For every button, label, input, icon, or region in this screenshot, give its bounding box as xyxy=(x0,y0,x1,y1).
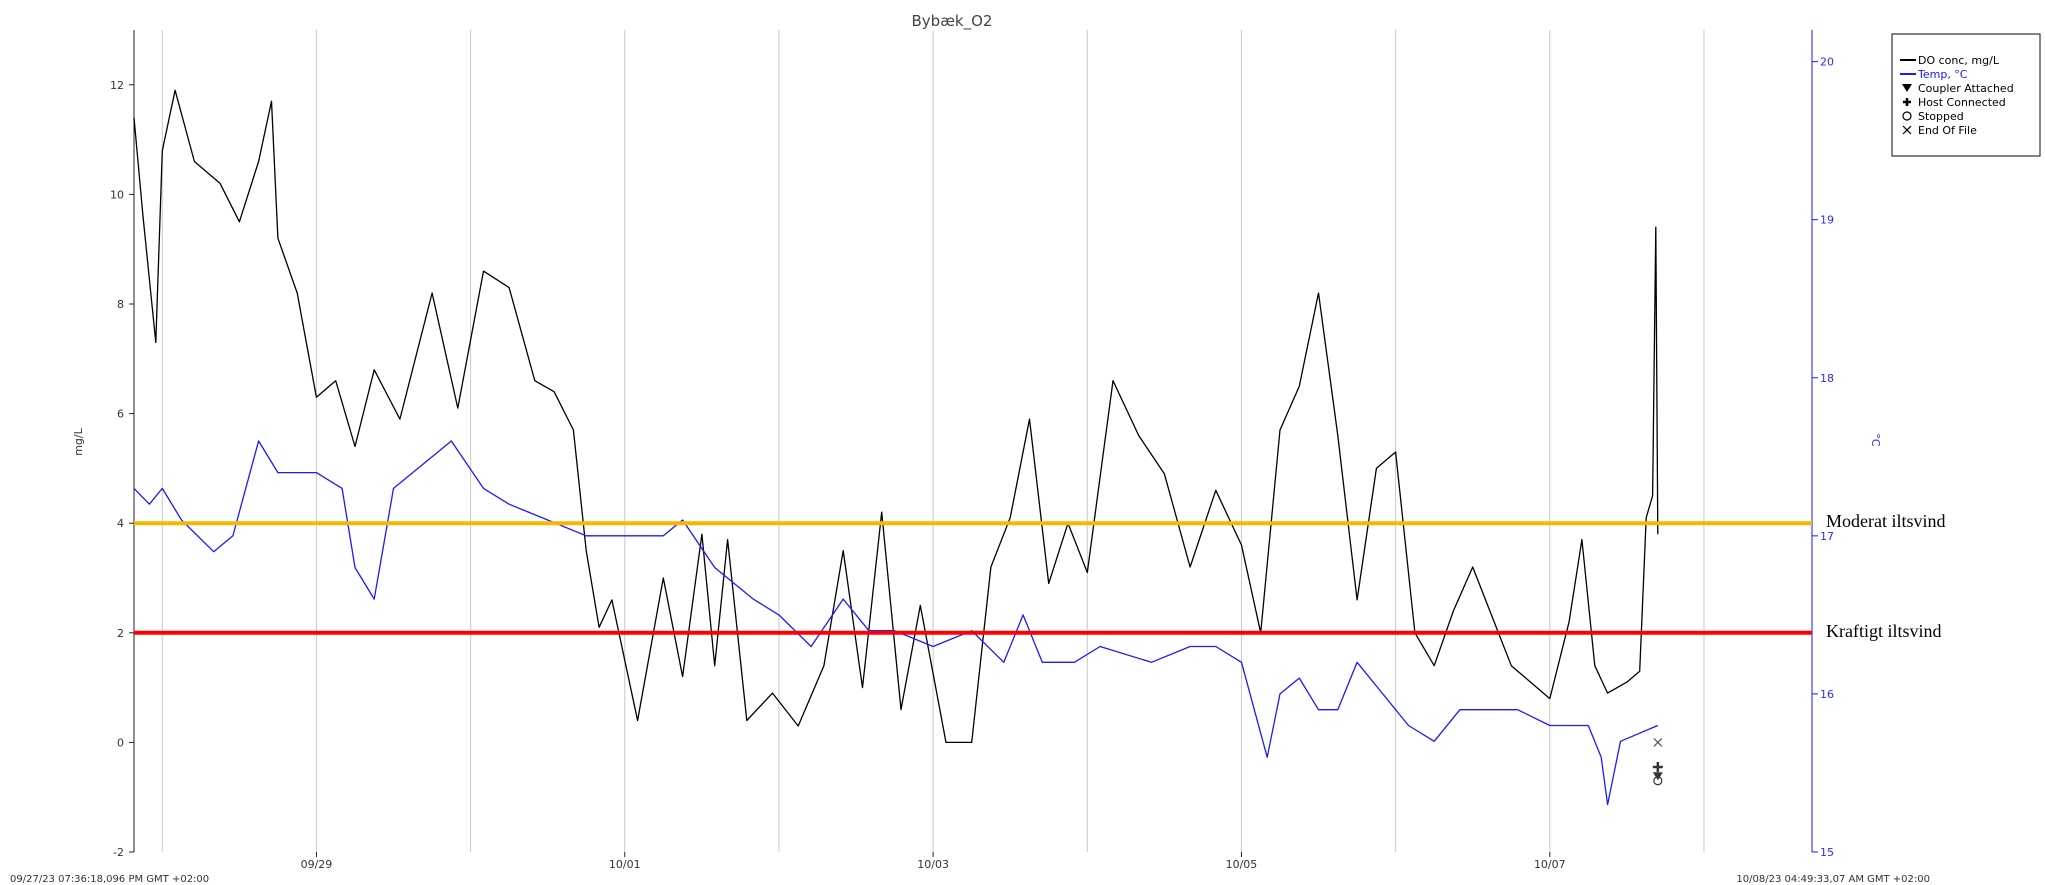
legend-temp-label: Temp, °C xyxy=(1917,68,1968,81)
legend-host-label: Host Connected xyxy=(1918,96,2006,109)
y-tick-label: 6 xyxy=(117,408,124,421)
x-tick-label: 10/03 xyxy=(917,858,949,871)
stopped-marker xyxy=(1653,776,1663,786)
end-of-file-marker xyxy=(1653,737,1663,747)
y-tick-label: 2 xyxy=(117,627,124,640)
y-tick-label: 4 xyxy=(117,517,124,530)
legend-coupler-label: Coupler Attached xyxy=(1918,82,2014,95)
y-tick-label: 10 xyxy=(110,188,124,201)
y2-tick-label: 19 xyxy=(1820,214,1834,227)
axes-layer xyxy=(133,30,1813,852)
grid-layer xyxy=(161,30,1705,852)
legend-coupler-icon xyxy=(1902,84,1912,92)
threshold-label: Moderat iltsvind xyxy=(1826,511,1946,531)
legend-eof-label: End Of File xyxy=(1918,124,1977,137)
legend-do-label: DO conc, mg/L xyxy=(1918,54,2000,67)
x-start-label: 09/27/23 07:36:18,096 PM GMT +02:00 xyxy=(10,874,209,885)
legend-eof-icon xyxy=(1902,125,1912,135)
x-end-label: 10/08/23 04:49:33,07 AM GMT +02:00 xyxy=(1736,874,1930,885)
threshold-label: Kraftigt iltsvind xyxy=(1826,621,1942,641)
x-tick-label: 09/29 xyxy=(301,858,333,871)
legend-host-icon xyxy=(1903,98,1911,106)
y2-tick-label: 20 xyxy=(1820,56,1834,69)
series-layer xyxy=(133,89,1659,806)
y2-tick-label: 16 xyxy=(1820,688,1834,701)
threshold-layer: Moderat iltsvind Kraftigt iltsvind xyxy=(134,511,1946,641)
host-connected-marker xyxy=(1652,762,1663,773)
marker-layer xyxy=(1652,737,1663,786)
temp-series-line xyxy=(133,440,1659,806)
y-tick-label: 8 xyxy=(117,298,124,311)
legend-stopped-icon xyxy=(1902,111,1912,121)
chart-title: Bybæk_O2 xyxy=(912,12,993,31)
y2-axis-label: °C xyxy=(1869,433,1882,447)
x-tick-label: 10/07 xyxy=(1534,858,1566,871)
y-tick-label: -2 xyxy=(113,846,124,859)
y-tick-label: 12 xyxy=(110,79,124,92)
y2-tick-label: 15 xyxy=(1820,846,1834,859)
legend-box xyxy=(1891,33,2041,157)
legend: DO conc, mg/L Temp, °C Coupler Attached … xyxy=(1891,33,2041,157)
do-series-line xyxy=(133,89,1659,744)
y-tick-label: 0 xyxy=(117,736,124,749)
y2-tick-label: 17 xyxy=(1820,530,1834,543)
x-tick-label: 10/05 xyxy=(1226,858,1258,871)
y2-tick-label: 18 xyxy=(1820,372,1834,385)
x-tick-label: 10/01 xyxy=(609,858,641,871)
y-axis-label: mg/L xyxy=(72,427,85,455)
legend-stopped-label: Stopped xyxy=(1918,110,1964,123)
